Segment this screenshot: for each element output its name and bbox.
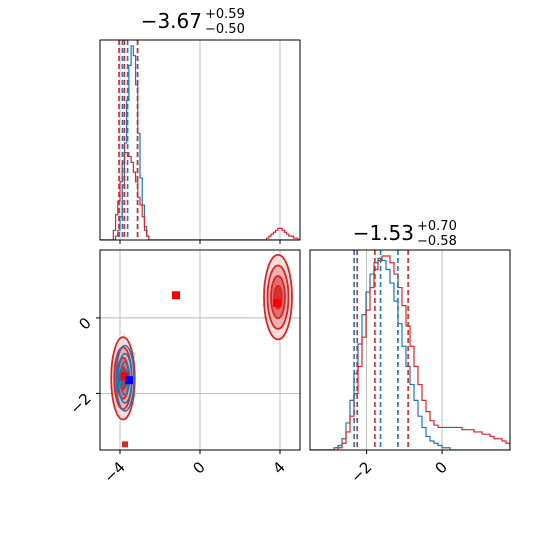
title-p1-plus: +0.59 [205,7,245,22]
sample-point [277,342,280,345]
sample-point [261,304,264,307]
tick-label-x2-1: 0 [431,458,450,477]
hist-p1-red [100,152,300,240]
grid-p1 [119,40,281,240]
sample-point [134,394,137,397]
sample-point [133,352,136,355]
tick-label-x2-0: −2 [347,458,375,486]
contour-group [110,251,294,448]
sample-point [128,336,131,339]
outlier-mark [122,441,128,448]
hist-p2-blue [310,257,510,450]
truth-marker-2 [120,372,129,381]
sample-point [268,257,270,259]
sample-point [272,251,275,254]
tick-label-y2-0: −2 [66,389,94,417]
frame-p4 [309,249,511,451]
sample-point [123,334,126,337]
sample-point [123,333,125,336]
truth-marker-1 [273,298,281,307]
title-p2-minus: −0.58 [417,234,457,249]
title-p1: −3.67 +0.59−0.50 [141,7,245,37]
sample-point [266,264,268,266]
truth-marker-0 [172,291,180,300]
title-p1-minus: −0.50 [205,22,245,37]
tick-label-x1-1: 0 [189,458,208,477]
sample-point [130,413,133,416]
title-p2-plus: +0.70 [417,219,457,234]
title-p2-value: −1.53 [353,221,414,245]
contour-blue-1-0 [115,344,135,412]
hist-p2-red [310,255,510,450]
truth-marker-3 [125,376,133,385]
tick-label-y2-1: 0 [75,314,94,333]
title-p2: −1.53 +0.70−0.58 [353,219,457,249]
tick-label-x1-2: 4 [269,458,288,477]
title-p1-value: −3.67 [141,9,202,33]
sample-point [120,331,123,334]
grid-p4 [366,250,443,450]
sample-point [285,336,288,339]
tick-label-x1-0: −4 [100,458,128,486]
hist-p1-blue [100,45,300,240]
